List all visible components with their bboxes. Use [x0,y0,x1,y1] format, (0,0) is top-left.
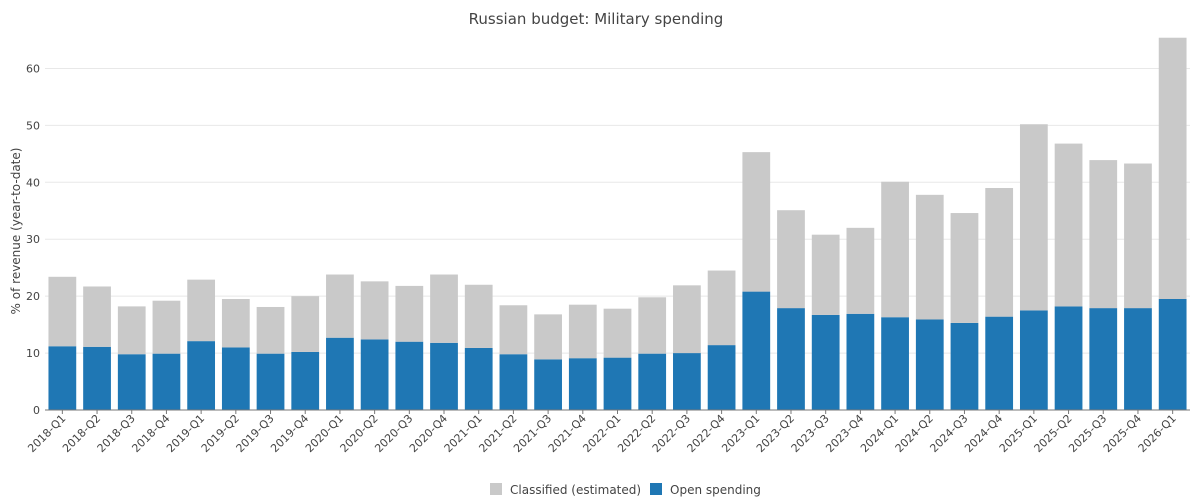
bar-classified [707,270,736,346]
bar-classified [464,284,493,348]
bar-classified [1019,124,1048,311]
y-tick-label: 0 [33,404,40,417]
bar-classified [915,194,944,320]
bar-classified [1089,160,1118,309]
legend-swatch [490,483,502,495]
bar-classified [1124,163,1152,309]
bar-open-spending [291,351,320,410]
bar-classified [603,308,632,358]
y-axis-ticks: 0 10 20 30 40 50 60 [26,62,40,417]
bar-open-spending [430,342,458,410]
bar-classified [777,210,805,309]
y-tick-label: 60 [26,62,40,75]
bar-classified [430,274,458,343]
bar-open-spending [985,316,1014,410]
bar-classified [742,152,771,292]
bar-open-spending [950,322,979,410]
bar-open-spending [1054,306,1083,410]
bar-classified [1158,37,1187,299]
bar-classified [83,286,111,347]
bar-classified [221,299,250,348]
bar-open-spending [256,353,285,410]
bar-classified [291,296,320,352]
bar-classified [395,285,424,342]
bar-open-spending [499,354,528,410]
bar-open-spending [1019,310,1048,410]
bar-classified [326,274,354,338]
x-axis-ticks: 2018-Q12018-Q22018-Q32018-Q42019-Q12019-… [25,410,1179,455]
bar-classified [950,213,979,323]
bar-open-spending [777,308,805,410]
bar-open-spending [534,359,562,410]
bar-classified [638,297,667,354]
bar-classified [256,306,285,354]
bar-open-spending [1158,299,1187,410]
bar-classified [152,300,181,354]
y-tick-label: 30 [26,233,40,246]
bar-classified [568,304,597,359]
bar-classified [1054,143,1083,307]
bar-open-spending [221,347,250,410]
bar-classified [881,181,909,318]
bar-open-spending [152,353,181,410]
bar-open-spending [846,313,875,410]
bar-open-spending [117,354,146,410]
bar-classified [846,227,875,314]
bar-open-spending [360,339,389,410]
y-tick-label: 10 [26,347,40,360]
bar-classified [187,279,216,342]
bar-classified [534,314,562,360]
bar-classified [117,306,146,355]
bars [48,37,1187,410]
legend-swatch [650,483,662,495]
bar-classified [811,234,840,315]
legend: Classified (estimated) Open spending [490,483,761,497]
y-tick-label: 50 [26,119,40,132]
y-axis-label: % of revenue (year-to-date) [9,148,23,315]
legend-label: Classified (estimated) [510,483,641,497]
bar-open-spending [673,353,701,410]
bar-open-spending [187,341,216,410]
bar-open-spending [568,358,597,410]
bar-open-spending [1089,308,1118,410]
bar-open-spending [48,346,77,410]
legend-label: Open spending [670,483,761,497]
bar-open-spending [638,353,667,410]
y-tick-label: 40 [26,176,40,189]
bar-open-spending [707,345,736,410]
bar-classified [499,305,528,355]
bar-open-spending [915,319,944,410]
bar-open-spending [464,347,493,410]
y-tick-label: 20 [26,290,40,303]
bar-open-spending [881,317,909,410]
bar-classified [985,188,1014,317]
bar-open-spending [395,341,424,410]
bar-classified [360,281,389,340]
bar-open-spending [811,314,840,410]
bar-open-spending [326,337,354,410]
chart-title: Russian budget: Military spending [469,10,724,28]
bar-open-spending [83,346,111,410]
x-tick-label: 2026-Q1 [1136,412,1179,455]
bar-open-spending [1124,308,1152,410]
bar-classified [673,285,701,354]
bar-classified [48,276,77,347]
bar-open-spending [742,291,771,410]
bar-open-spending [603,357,632,410]
